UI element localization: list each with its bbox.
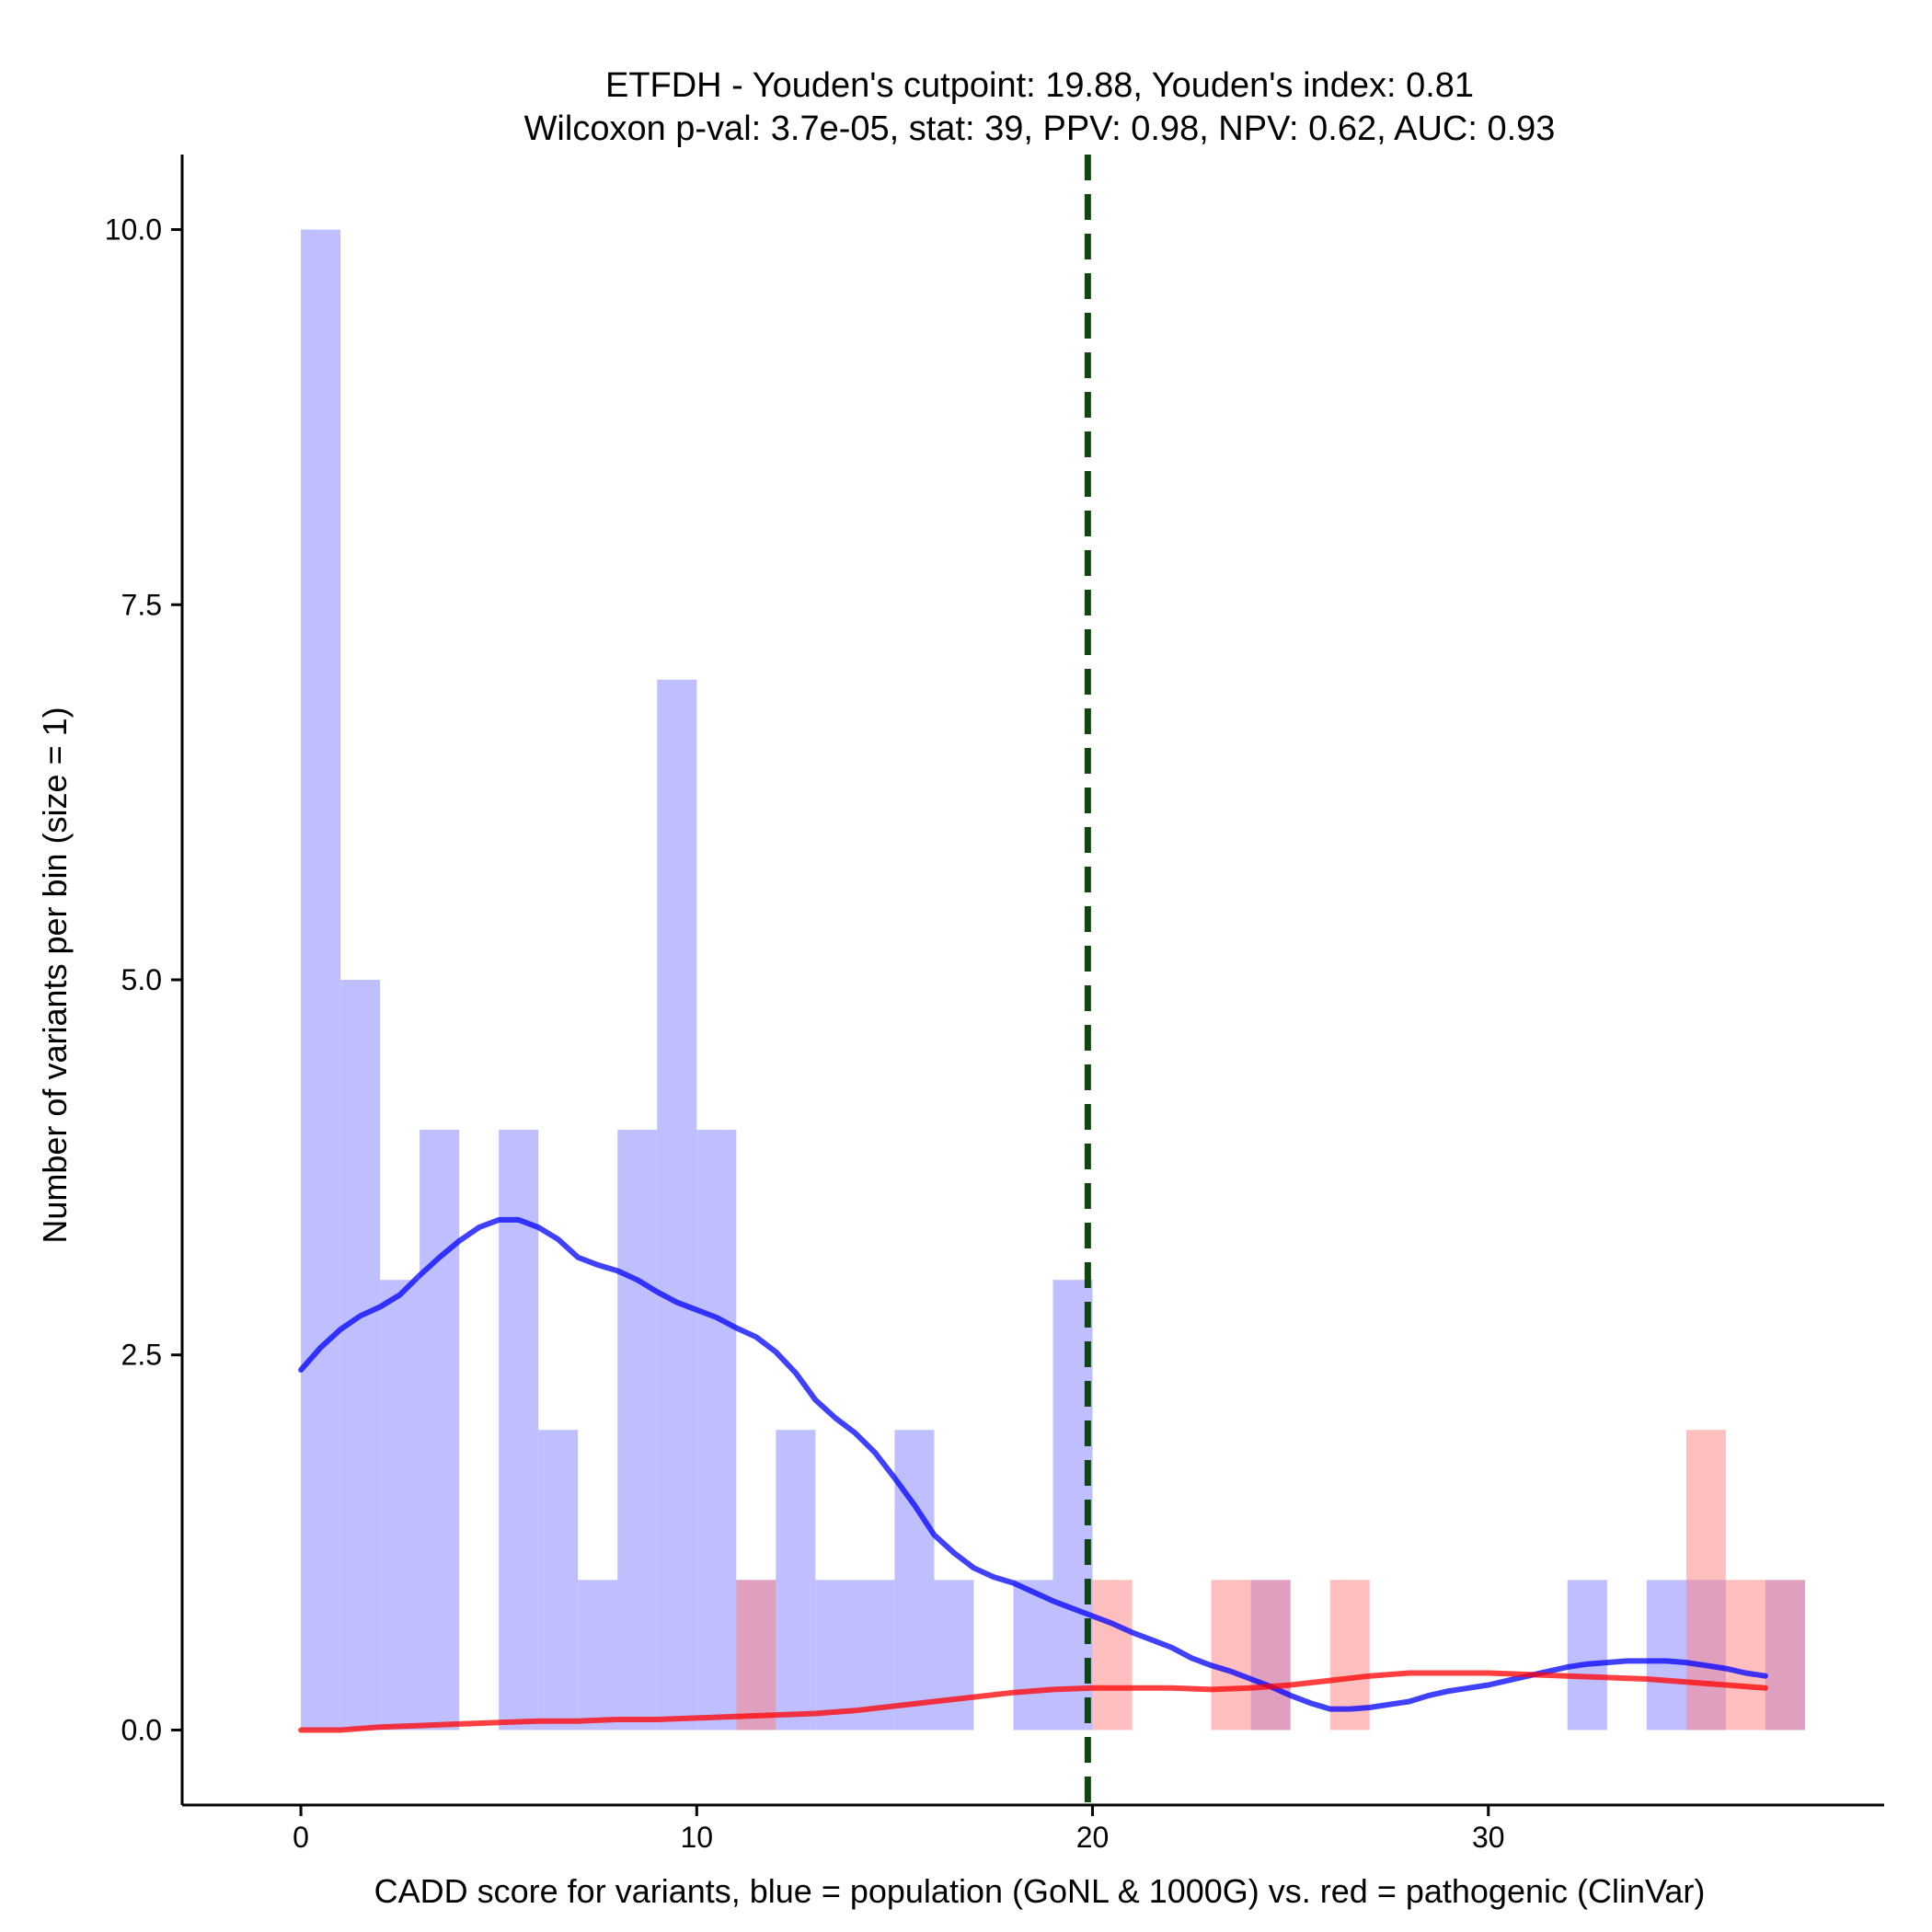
population-bar-34 [1646,1580,1686,1731]
x-tick-label: 30 [1472,1821,1505,1854]
pathogenic-density-line [298,1670,1768,1733]
y-axis-label: Number of variants per bin (size = 1) [36,707,74,1243]
population-bar-9 [657,679,697,1731]
pathogenic-bar-26 [1329,1580,1370,1731]
population-bar-10 [696,1130,737,1731]
x-tick-label: 20 [1076,1821,1110,1854]
pathogenic-bar-37 [1765,1580,1805,1731]
x-tick-label: 10 [681,1821,714,1854]
population-bar-3 [420,1130,460,1731]
pathogenic-bar-23 [1211,1580,1251,1731]
population-bar-16 [934,1580,974,1731]
population-bar-1 [340,980,381,1731]
y-axis-ticks: 0.0 2.5 5.0 7.5 10.0 [105,213,182,1746]
population-density-line [298,1216,1768,1712]
population-bar-2 [380,1280,420,1731]
density-lines [298,1216,1768,1733]
y-tick-label: 10.0 [105,213,162,247]
population-bar-32 [1567,1580,1607,1731]
population-bar-5 [499,1130,539,1731]
population-bar-18 [1013,1580,1053,1731]
y-tick-label: 5.0 [121,963,162,996]
population-bar-12 [776,1430,816,1731]
pathogenic-bar-20 [1092,1580,1133,1731]
pathogenic-bar-24 [1250,1580,1291,1731]
pathogenic-bar-36 [1725,1580,1765,1731]
population-bar-8 [617,1130,658,1731]
population-bar-6 [538,1430,579,1731]
x-axis-ticks: 0 10 20 30 [293,1805,1505,1854]
population-bar-13 [815,1580,856,1731]
pathogenic-bar-11 [736,1580,776,1731]
x-axis-label: CADD score for variants, blue = populati… [374,1872,1706,1910]
x-tick-label: 0 [293,1821,309,1854]
histogram-bars [301,229,1805,1731]
population-bar-15 [894,1430,935,1731]
y-tick-label: 0.0 [121,1713,162,1746]
chart-subtitle: Wilcoxon p-val: 3.7e-05, stat: 39, PPV: … [524,109,1556,148]
population-bar-0 [301,229,341,1731]
y-tick-label: 2.5 [121,1339,162,1372]
population-bar-7 [578,1580,618,1731]
y-tick-label: 7.5 [121,588,162,621]
chart-title: ETFDH - Youden's cutpoint: 19.88, Youden… [605,66,1474,105]
